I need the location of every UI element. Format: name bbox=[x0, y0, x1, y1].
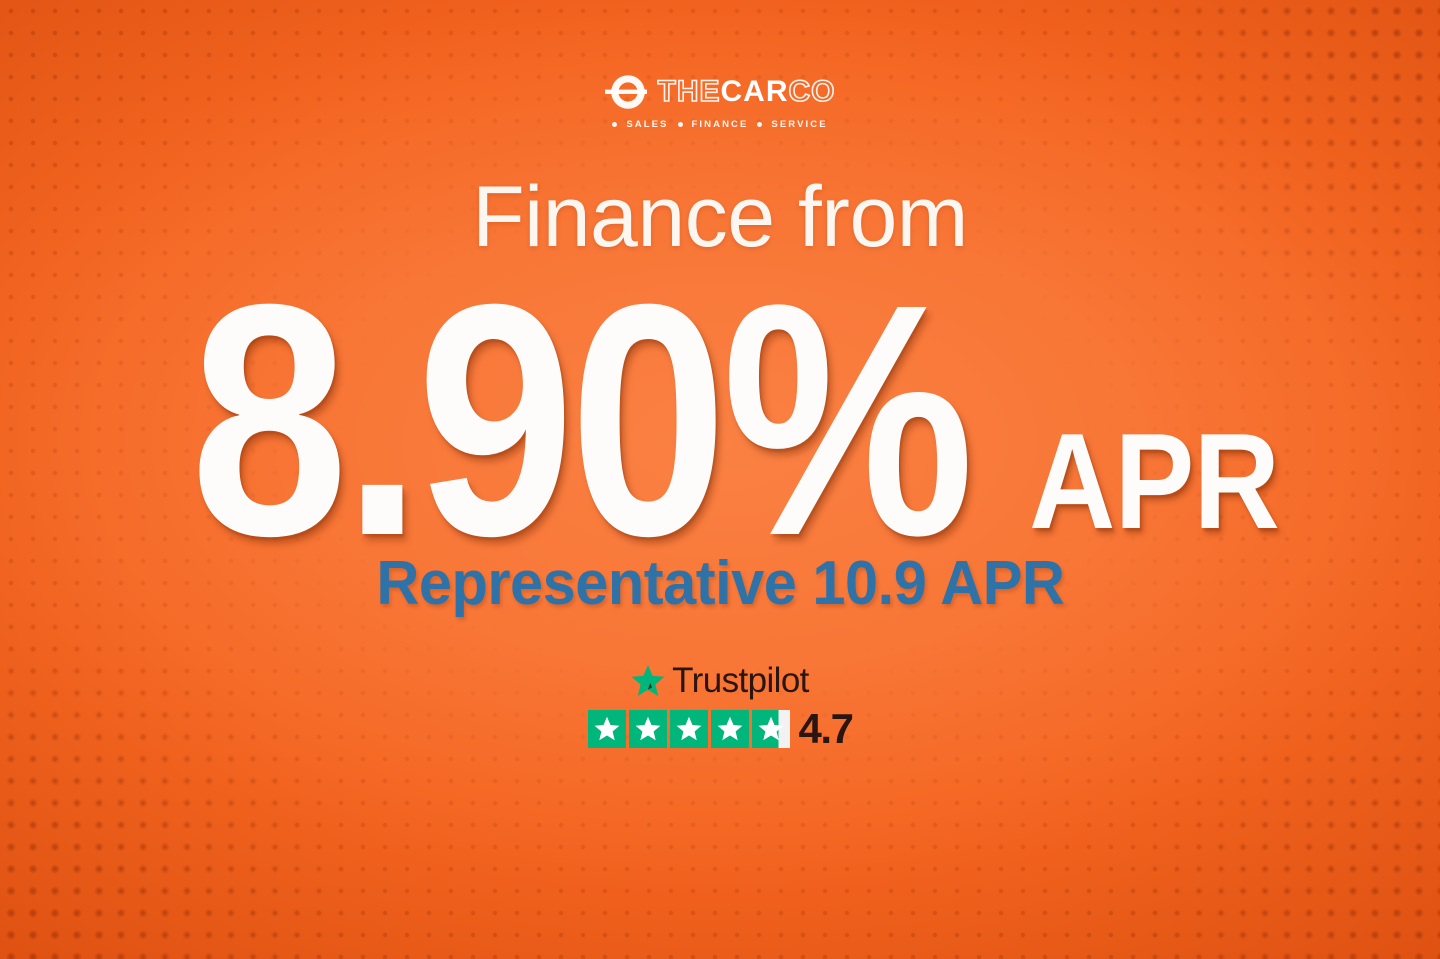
rating-star-2 bbox=[628, 709, 667, 748]
brand-logo: THE CAR CO SALES FINANCE SERVICE bbox=[570, 72, 870, 130]
star-icon bbox=[594, 717, 619, 741]
tagline-service: SERVICE bbox=[771, 119, 828, 130]
star-icon bbox=[676, 717, 701, 741]
tagline-sales: SALES bbox=[626, 119, 669, 130]
rate-value: 8.90% bbox=[190, 235, 974, 604]
wordmark-car: CAR bbox=[720, 75, 789, 108]
logo-wordmark: THE CAR CO bbox=[657, 75, 836, 108]
trustpilot-name: Trustpilot bbox=[672, 660, 809, 700]
trustpilot-star-icon bbox=[631, 664, 665, 696]
logo-tagline: SALES FINANCE SERVICE bbox=[612, 119, 827, 130]
rating-star-5-partial bbox=[751, 709, 790, 748]
star-icon bbox=[758, 717, 783, 741]
trustpilot-brand: Trustpilot bbox=[631, 663, 809, 698]
trustpilot-score: 4.7 bbox=[798, 704, 854, 752]
rating-star-4 bbox=[710, 709, 749, 748]
trustpilot-rating: 4.7 bbox=[587, 704, 854, 752]
rate-display: 8.90% APR bbox=[127, 235, 1313, 604]
rating-star-1 bbox=[587, 709, 626, 748]
wordmark-the: THE bbox=[657, 75, 721, 108]
wordmark-co: CO bbox=[788, 75, 836, 108]
star-icon bbox=[635, 717, 660, 741]
logo-lockup: THE CAR CO bbox=[604, 72, 836, 112]
representative-apr-text: Representative 10.9 APR bbox=[375, 548, 1065, 618]
bullet-icon bbox=[612, 122, 618, 127]
star-icon bbox=[717, 717, 742, 741]
promo-headline: Finance from bbox=[472, 169, 968, 265]
tagline-finance: FINANCE bbox=[691, 119, 749, 130]
bullet-icon bbox=[757, 122, 763, 127]
trustpilot-widget[interactable]: Trustpilot bbox=[587, 663, 854, 752]
bullet-icon bbox=[677, 122, 683, 127]
c-ring-icon bbox=[604, 75, 647, 109]
rating-star-3 bbox=[669, 709, 708, 748]
rate-suffix: APR bbox=[1028, 404, 1280, 557]
